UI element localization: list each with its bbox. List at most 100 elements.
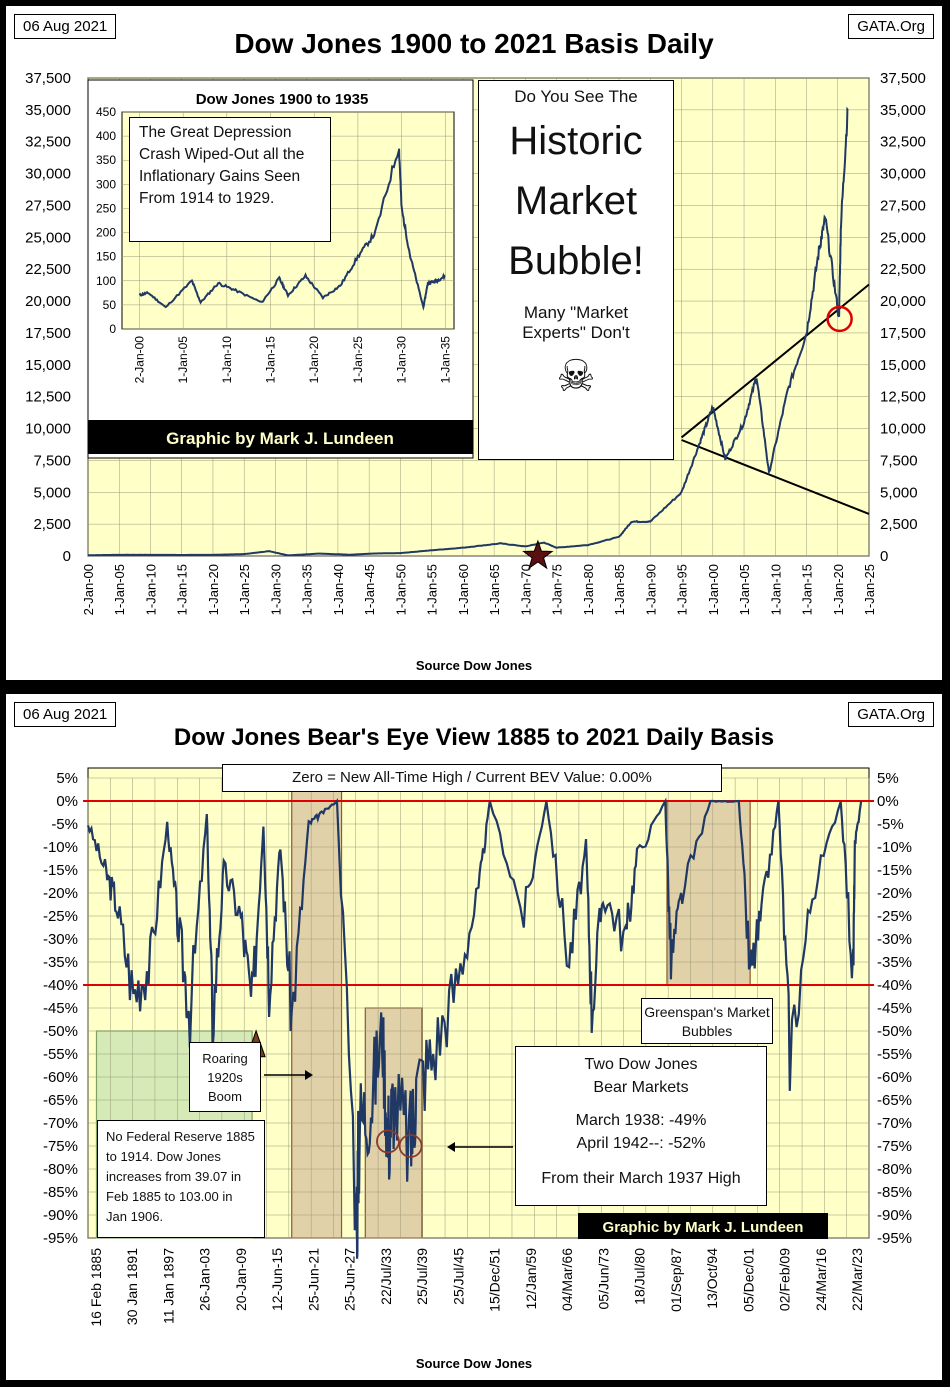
y-tick-label-right: 5,000 [880,484,918,501]
x-tick-label: 1-Jan-40 [331,564,346,615]
x-tick-label: 1-Jan-45 [362,564,377,615]
x-tick-label: 1-Jan-60 [456,564,471,615]
x-tick-label: 1-Jan-55 [425,564,440,615]
y-tick-label-left: 22,500 [25,261,71,278]
y-tick-label-left: 5,000 [33,484,71,501]
y-tick-label-left: 7,500 [33,452,71,469]
bubble-note: Do You See The Historic Market Bubble! M… [478,80,674,460]
y-tick-label-right: 5% [877,770,899,787]
y-tick-label-left: -15% [43,862,78,879]
x-tick-label: 11 Jan 1897 [160,1248,176,1324]
y-tick-label-right: 22,500 [880,261,926,278]
x-tick-label: 02/Feb/09 [777,1248,793,1311]
bear-line-1: March 1938: -49% [575,1112,707,1129]
y-tick-label-left: -80% [43,1161,78,1178]
x-tick-label: 25-Jun-27 [342,1248,358,1311]
bubble-line-6: Experts" Don't [522,323,630,342]
bear-line-2: April 1942--: -52% [576,1135,706,1152]
y-tick-label-left: -50% [43,1023,78,1040]
x-tick-label: 1-Jan-20 [831,564,846,615]
y-tick-label-left: 25,000 [25,229,71,246]
date-tag: 06 Aug 2021 [14,702,117,727]
greenspan-note: Greenspan's Market Bubbles [641,998,773,1044]
y-tick-label-right: 25,000 [880,229,926,246]
y-tick-label-right: 37,500 [880,70,926,87]
x-tick-label: 30 Jan 1891 [124,1248,140,1325]
y-tick-label-left: 27,500 [25,197,71,214]
circle-marker [826,305,853,333]
y-tick-label-left: 10,000 [25,421,71,438]
y-tick-label-right: -65% [877,1092,912,1109]
x-tick-label: 1-Jan-75 [550,564,565,615]
x-tick-label: 1-Jan-00 [706,564,721,615]
x-tick-label: 24/Mar/16 [813,1248,829,1311]
y-tick-label-right: -70% [877,1115,912,1132]
y-tick-label-left: -5% [51,816,78,833]
y-tick-label-right: -85% [877,1184,912,1201]
x-tick-label: 1-Jan-30 [268,564,283,615]
y-tick-label-left: 15,000 [25,357,71,374]
y-tick-label-right: -50% [877,1023,912,1040]
x-tick-label: 1-Jan-10 [768,564,783,615]
arrow-head [305,1070,313,1080]
fed-note: No Federal Reserve 1885 to 1914. Dow Jon… [97,1120,265,1238]
x-tick-label: 1-Jan-70 [518,564,533,615]
x-tick-label: 18/Jul/80 [632,1248,648,1305]
inset-series-line [138,148,446,312]
x-tick-label: 1-Jan-20 [206,564,221,615]
x-tick-label: 15/Dec/51 [487,1248,503,1312]
inset-note: The Great Depression Crash Wiped-Out all… [129,117,331,242]
x-tick-label: 22/Jul/33 [378,1248,394,1305]
x-tick-label: 04/Mar/66 [559,1248,575,1311]
y-tick-label: 350 [96,153,116,167]
y-tick-label-right: -10% [877,839,912,856]
y-tick-label-left: -85% [43,1184,78,1201]
x-tick-label: 1-Jan-30 [395,336,409,384]
y-tick-label-left: -95% [43,1230,78,1247]
x-tick-label: 1-Jan-05 [176,336,190,384]
bear-heading-1: Two Dow Jones [584,1056,698,1073]
y-tick-label-right: -35% [877,954,912,971]
x-tick-label: 1-Jan-65 [487,564,502,615]
axes: 5% 5% 0% 0% -5% -5% -10% -10% -15% -15% -20% -20% -2… [43,770,912,1327]
y-tick-label-right: 32,500 [880,134,926,151]
y-tick-label-right: -5% [877,816,904,833]
x-tick-label: 16 Feb 1885 [88,1248,104,1327]
y-tick-label-left: 2,500 [33,516,71,533]
x-tick-label: 1-Jan-15 [264,336,278,384]
markers [522,305,853,570]
axes: 0 0 2,500 2,500 5,000 5,000 7,500 7,500 10,000 10… [25,70,926,615]
y-tick-label-right: -75% [877,1138,912,1155]
bubble-line-3: Market [514,179,638,223]
x-tick-label: 26-Jan-03 [197,1248,213,1311]
circle-marker [376,1129,400,1154]
star-marker [522,539,554,570]
x-tick-label: 25-Jun-21 [305,1248,321,1311]
x-tick-label: 1-Jan-95 [675,564,690,615]
x-tick-label: 1-Jan-10 [143,564,158,615]
y-tick-label-left: 12,500 [25,389,71,406]
y-tick-label: 250 [96,201,116,215]
circle-marker [398,1134,423,1158]
y-tick-label-right: -15% [877,862,912,879]
x-tick-label: 1-Jan-35 [438,336,452,384]
x-tick-label: 05/Jun/73 [595,1248,611,1310]
credit-text: Graphic by Mark J. Lundeen [166,429,394,448]
y-tick-label-left: -90% [43,1207,78,1224]
x-tick-label: 05/Dec/01 [740,1248,756,1312]
y-tick-label-right: -55% [877,1046,912,1063]
y-tick-label: 50 [103,298,117,312]
y-tick-label-right: 0 [880,548,888,565]
x-tick-label: 2-Jan-00 [81,564,96,615]
y-tick-label-right: -25% [877,908,912,925]
x-tick-label: 1-Jan-25 [862,564,877,615]
x-tick-label: 2-Jan-00 [132,336,146,384]
y-tick-label-left: 35,000 [25,102,71,119]
x-tick-label: 1-Jan-20 [307,336,321,384]
y-tick-label-left: 37,500 [25,70,71,87]
y-tick-label: 0 [109,322,116,336]
y-tick-label-right: -60% [877,1069,912,1086]
date-tag: 06 Aug 2021 [14,14,117,39]
y-tick-label-right: -30% [877,931,912,948]
y-tick-label-left: -40% [43,977,78,994]
